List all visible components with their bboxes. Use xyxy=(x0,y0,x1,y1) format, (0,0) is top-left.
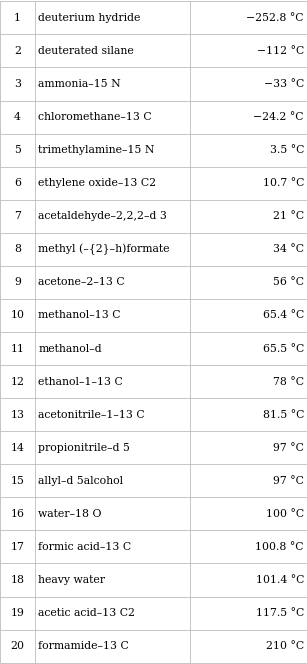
Text: ethanol–1–13 C: ethanol–1–13 C xyxy=(38,376,123,386)
Text: 1: 1 xyxy=(14,13,21,23)
Text: 56 °C: 56 °C xyxy=(273,278,304,288)
Text: 78 °C: 78 °C xyxy=(273,376,304,386)
Text: 101.4 °C: 101.4 °C xyxy=(255,575,304,585)
Text: 12: 12 xyxy=(10,376,25,386)
Text: −33 °C: −33 °C xyxy=(264,79,304,89)
Text: 5: 5 xyxy=(14,145,21,155)
Text: acetone–2–13 C: acetone–2–13 C xyxy=(38,278,125,288)
Text: ammonia–15 N: ammonia–15 N xyxy=(38,79,121,89)
Text: 2: 2 xyxy=(14,46,21,56)
Text: 10.7 °C: 10.7 °C xyxy=(262,178,304,188)
Text: 19: 19 xyxy=(10,608,25,618)
Text: 8: 8 xyxy=(14,244,21,254)
Text: 7: 7 xyxy=(14,211,21,221)
Text: 65.4 °C: 65.4 °C xyxy=(263,311,304,321)
Text: 13: 13 xyxy=(10,410,25,420)
Text: 21 °C: 21 °C xyxy=(273,211,304,221)
Text: 16: 16 xyxy=(10,509,25,519)
Text: −252.8 °C: −252.8 °C xyxy=(247,13,304,23)
Text: chloromethane–13 C: chloromethane–13 C xyxy=(38,112,152,122)
Text: acetonitrile–1–13 C: acetonitrile–1–13 C xyxy=(38,410,145,420)
Text: 34 °C: 34 °C xyxy=(273,244,304,254)
Text: formamide–13 C: formamide–13 C xyxy=(38,641,129,651)
Text: 9: 9 xyxy=(14,278,21,288)
Text: acetaldehyde–2,2,2–d 3: acetaldehyde–2,2,2–d 3 xyxy=(38,211,167,221)
Text: 10: 10 xyxy=(10,311,25,321)
Text: −24.2 °C: −24.2 °C xyxy=(254,112,304,122)
Text: formic acid–13 C: formic acid–13 C xyxy=(38,542,131,552)
Text: 100.8 °C: 100.8 °C xyxy=(255,542,304,552)
Text: allyl–d 5alcohol: allyl–d 5alcohol xyxy=(38,476,123,486)
Text: ethylene oxide–13 C2: ethylene oxide–13 C2 xyxy=(38,178,157,188)
Text: 97 °C: 97 °C xyxy=(273,443,304,453)
Text: 17: 17 xyxy=(10,542,25,552)
Text: 15: 15 xyxy=(10,476,25,486)
Text: 18: 18 xyxy=(10,575,25,585)
Text: trimethylamine–15 N: trimethylamine–15 N xyxy=(38,145,155,155)
Text: methanol–d: methanol–d xyxy=(38,343,102,353)
Text: −112 °C: −112 °C xyxy=(257,46,304,56)
Text: 65.5 °C: 65.5 °C xyxy=(263,343,304,353)
Text: water–18 O: water–18 O xyxy=(38,509,102,519)
Text: 14: 14 xyxy=(10,443,25,453)
Text: 117.5 °C: 117.5 °C xyxy=(256,608,304,618)
Text: 3.5 °C: 3.5 °C xyxy=(270,145,304,155)
Text: propionitrile–d 5: propionitrile–d 5 xyxy=(38,443,130,453)
Text: methanol–13 C: methanol–13 C xyxy=(38,311,121,321)
Text: 20: 20 xyxy=(10,641,25,651)
Text: 97 °C: 97 °C xyxy=(273,476,304,486)
Text: heavy water: heavy water xyxy=(38,575,105,585)
Text: 210 °C: 210 °C xyxy=(266,641,304,651)
Text: deuterium hydride: deuterium hydride xyxy=(38,13,141,23)
Text: 4: 4 xyxy=(14,112,21,122)
Text: 3: 3 xyxy=(14,79,21,89)
Text: deuterated silane: deuterated silane xyxy=(38,46,134,56)
Text: 100 °C: 100 °C xyxy=(266,509,304,519)
Text: 6: 6 xyxy=(14,178,21,188)
Text: acetic acid–13 C2: acetic acid–13 C2 xyxy=(38,608,135,618)
Text: methyl (–{2}–h)formate: methyl (–{2}–h)formate xyxy=(38,244,170,255)
Text: 11: 11 xyxy=(10,343,25,353)
Text: 81.5 °C: 81.5 °C xyxy=(262,410,304,420)
